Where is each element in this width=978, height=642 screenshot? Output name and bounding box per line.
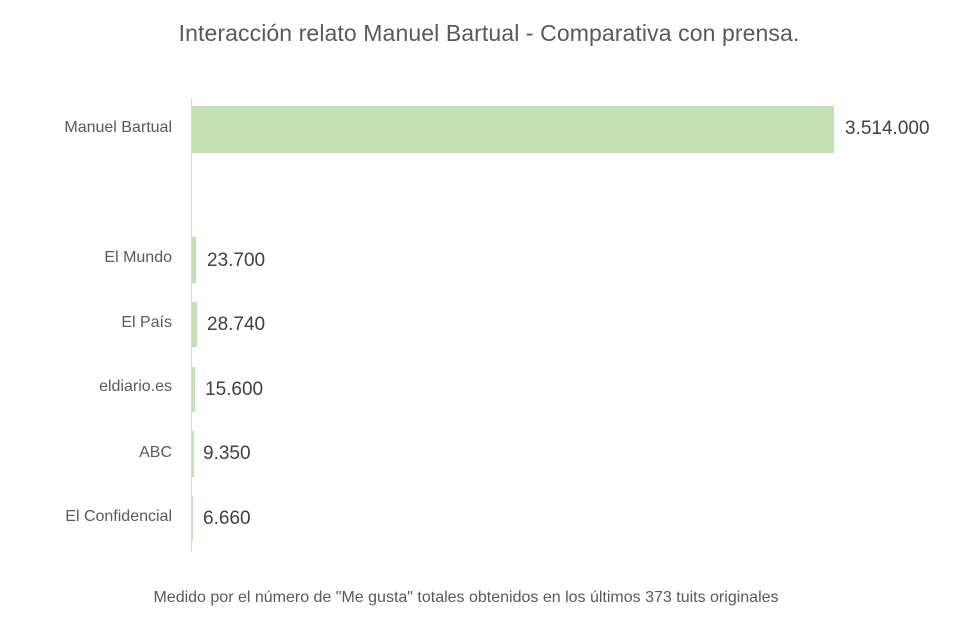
bar-row-el-pais: El País 28.740 xyxy=(0,302,978,347)
bar xyxy=(192,302,197,347)
value-label: 3.514.000 xyxy=(845,118,930,139)
category-label: El Mundo xyxy=(104,249,172,266)
chart-footnote: Medido por el número de "Me gusta" total… xyxy=(153,589,779,606)
bar xyxy=(192,496,193,541)
chart-title: Interacción relato Manuel Bartual - Comp… xyxy=(178,20,800,46)
value-label: 28.740 xyxy=(207,314,266,335)
bar-row-eldiario: eldiario.es 15.600 xyxy=(0,367,978,412)
bar xyxy=(192,106,834,153)
bar-row-manuel-bartual: Manuel Bartual 3.514.000 xyxy=(0,106,978,153)
category-label: ABC xyxy=(139,444,172,461)
bar xyxy=(192,237,196,283)
category-axis-line xyxy=(191,98,192,552)
category-label: eldiario.es xyxy=(99,378,172,395)
value-label: 6.660 xyxy=(203,508,251,529)
bar-row-el-mundo: El Mundo 23.700 xyxy=(0,237,978,283)
category-label: El País xyxy=(121,314,172,331)
value-label: 15.600 xyxy=(205,379,264,400)
bar-row-el-confidencial: El Confidencial 6.660 xyxy=(0,496,978,541)
bar-row-abc: ABC 9.350 xyxy=(0,431,978,477)
bar xyxy=(192,431,194,477)
category-label: El Confidencial xyxy=(65,508,172,525)
bar xyxy=(192,367,195,412)
value-label: 23.700 xyxy=(207,250,266,271)
value-label: 9.350 xyxy=(203,443,251,464)
category-label: Manuel Bartual xyxy=(64,119,172,136)
